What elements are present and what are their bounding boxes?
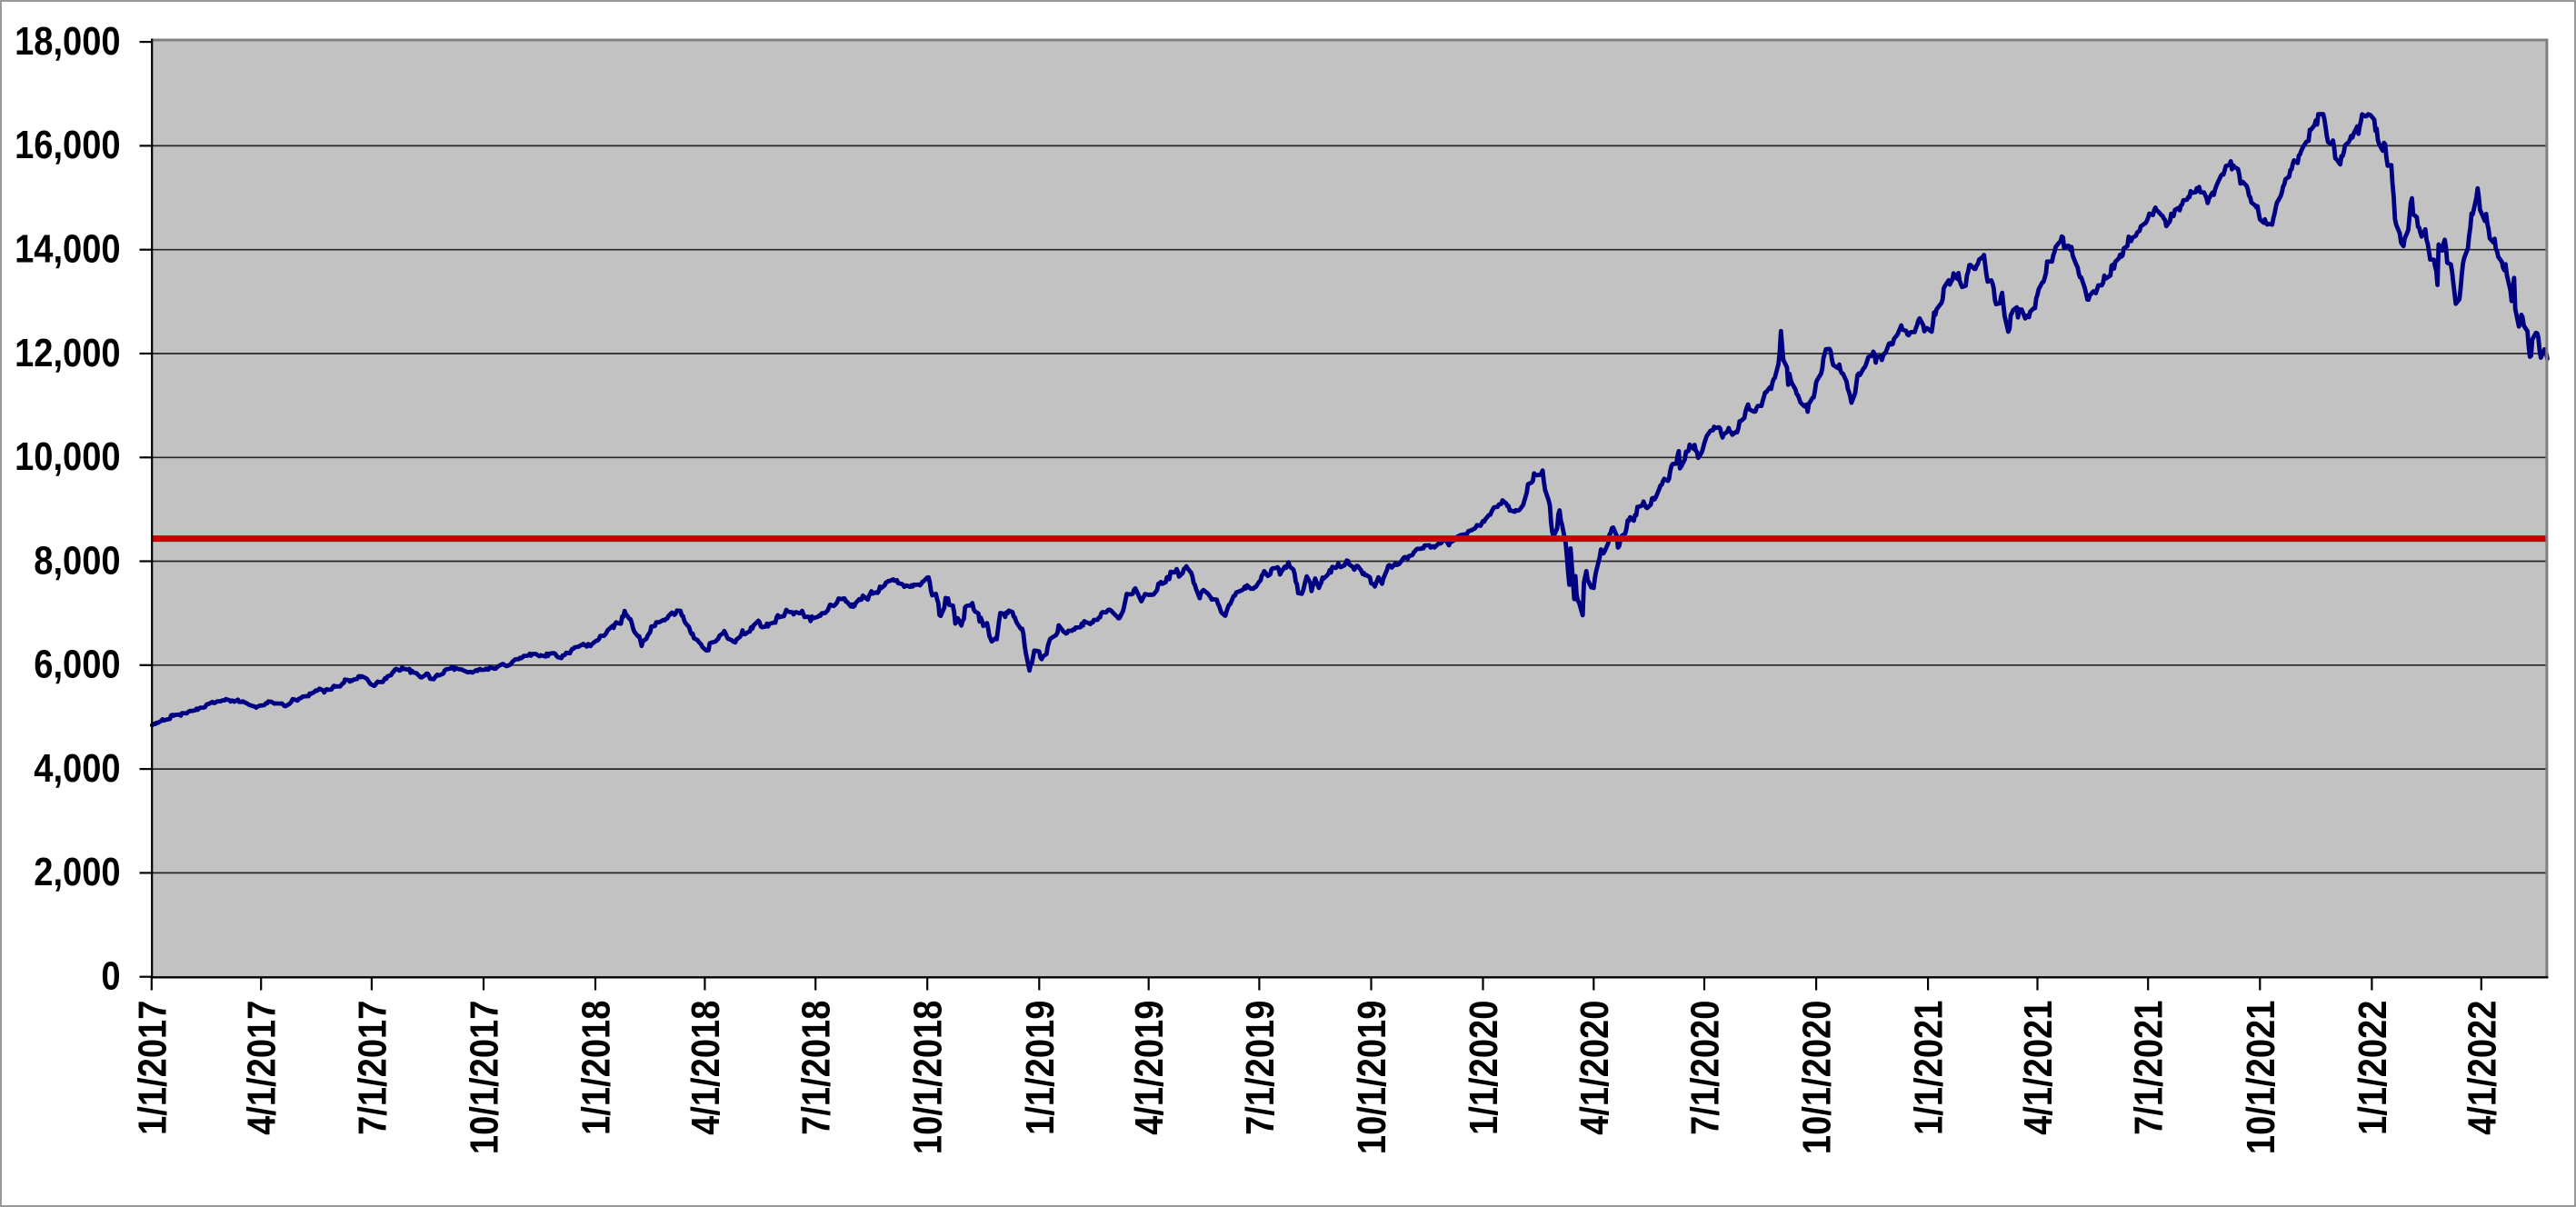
svg-text:6,000: 6,000: [34, 643, 120, 687]
svg-text:10/1/2019: 10/1/2019: [1350, 1001, 1394, 1155]
svg-text:12,000: 12,000: [15, 331, 121, 375]
svg-text:14,000: 14,000: [15, 227, 121, 272]
svg-text:4/1/2020: 4/1/2020: [1573, 1001, 1617, 1135]
svg-text:10/1/2018: 10/1/2018: [906, 1001, 951, 1155]
svg-text:10/1/2017: 10/1/2017: [463, 1001, 507, 1155]
svg-text:0: 0: [101, 954, 120, 999]
svg-text:16,000: 16,000: [15, 123, 121, 167]
svg-text:1/1/2022: 1/1/2022: [2351, 1001, 2395, 1135]
svg-text:7/1/2019: 7/1/2019: [1238, 1001, 1283, 1135]
svg-text:7/1/2018: 7/1/2018: [794, 1001, 839, 1135]
svg-text:4,000: 4,000: [34, 746, 120, 791]
svg-text:7/1/2021: 7/1/2021: [2127, 1001, 2172, 1135]
svg-text:7/1/2017: 7/1/2017: [350, 1001, 394, 1135]
svg-text:4/1/2021: 4/1/2021: [2016, 1001, 2061, 1135]
svg-text:18,000: 18,000: [15, 19, 121, 64]
svg-text:4/1/2018: 4/1/2018: [684, 1001, 728, 1135]
svg-text:4/1/2019: 4/1/2019: [1127, 1001, 1172, 1135]
svg-text:4/1/2022: 4/1/2022: [2460, 1001, 2504, 1135]
svg-text:1/1/2017: 1/1/2017: [130, 1001, 175, 1135]
svg-text:8,000: 8,000: [34, 538, 120, 583]
svg-text:2,000: 2,000: [34, 850, 120, 894]
svg-text:1/1/2018: 1/1/2018: [574, 1001, 619, 1135]
svg-text:10/1/2021: 10/1/2021: [2239, 1001, 2283, 1155]
svg-text:4/1/2017: 4/1/2017: [240, 1001, 285, 1135]
svg-text:10/1/2020: 10/1/2020: [1795, 1001, 1840, 1155]
svg-text:1/1/2020: 1/1/2020: [1462, 1001, 1506, 1135]
svg-text:7/1/2020: 7/1/2020: [1683, 1001, 1728, 1135]
svg-text:1/1/2019: 1/1/2019: [1018, 1001, 1063, 1135]
svg-text:10,000: 10,000: [15, 434, 121, 479]
svg-text:1/1/2021: 1/1/2021: [1907, 1001, 1952, 1135]
